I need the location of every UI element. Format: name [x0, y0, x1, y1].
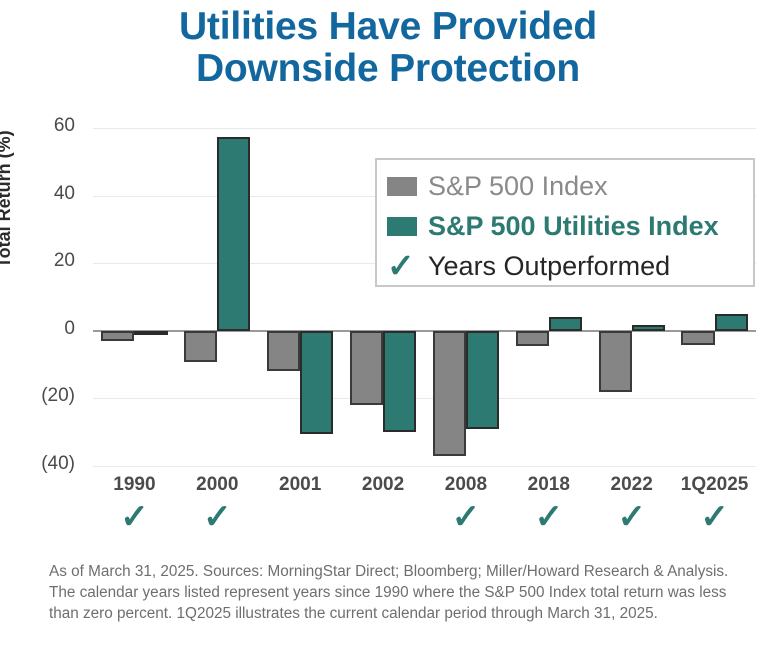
y-axis-tick-label: (40) — [41, 453, 75, 474]
teal-square-swatch-icon — [387, 216, 417, 236]
check-icon-2008: ✓ — [451, 498, 481, 536]
y-axis-tick-label: 40 — [53, 182, 75, 204]
bar-2000-sp500 — [184, 330, 218, 362]
y-axis-tick-label: 60 — [53, 115, 75, 136]
bar-2008-utilities — [465, 330, 500, 429]
check-icon-1990: ✓ — [120, 498, 149, 536]
y-axis-title: Total Return (%) — [0, 130, 14, 268]
bar-2018-utilities — [548, 316, 582, 331]
legend-item-utilities[interactable]: S&P 500 Utilities Index — [387, 206, 743, 246]
x-axis-tick-label-1990: 1990 — [113, 474, 156, 495]
x-axis-tick-label-1Q2025: 1Q2025 — [680, 474, 749, 495]
page-title: Utilities Have Provided Downside Protect… — [0, 6, 776, 89]
x-axis-tick-label-2002: 2002 — [361, 474, 405, 495]
check-icon-1Q2025: ✓ — [700, 498, 729, 536]
gridline — [93, 398, 756, 400]
gridline — [93, 466, 756, 467]
footnote-text: As of March 31, 2025. Sources: MorningSt… — [49, 563, 729, 622]
bar-1990-utilities — [134, 330, 168, 335]
x-axis-tick-label-2008: 2008 — [444, 474, 488, 495]
legend-label-years-outperformed: Years Outperformed — [428, 250, 671, 281]
x-axis-tick-label-2018: 2018 — [527, 474, 570, 495]
bar-2008-sp500 — [432, 330, 466, 456]
legend-label-utilities: S&P 500 Utilities Index — [428, 210, 719, 241]
bar-2022-utilities — [631, 325, 665, 331]
bar-1Q2025-sp500 — [681, 330, 715, 346]
bar-2018-sp500 — [515, 330, 549, 346]
x-axis-tick-label-2001: 2001 — [279, 474, 322, 495]
chart-legend: S&P 500 Index S&P 500 Utilities Index ✓ … — [375, 158, 755, 287]
page-title-line-1: Utilities Have Provided — [178, 5, 598, 48]
page-title-line-2: Downside Protection — [195, 46, 581, 90]
bar-2001-utilities — [300, 330, 334, 434]
check-icon-2022: ✓ — [617, 498, 646, 536]
bar-2001-sp500 — [267, 330, 301, 372]
bar-2000-utilities — [217, 137, 251, 331]
bar-2002-utilities — [383, 330, 417, 433]
bar-1Q2025-utilities — [714, 314, 748, 331]
legend-item-years-outperformed[interactable]: ✓ Years Outperformed — [387, 246, 743, 286]
y-axis-tick-label: (20) — [41, 385, 75, 407]
gridline — [93, 128, 756, 129]
legend-label-sp500: S&P 500 Index — [428, 170, 608, 201]
y-axis-tick-label: 20 — [53, 250, 75, 272]
check-icon-2018: ✓ — [534, 498, 564, 536]
gray-square-swatch-icon — [387, 176, 417, 196]
bar-2022-sp500 — [598, 330, 632, 392]
legend-item-sp500[interactable]: S&P 500 Index — [387, 166, 743, 206]
x-axis-tick-label-2000: 2000 — [196, 474, 239, 495]
bar-1990-sp500 — [101, 330, 135, 342]
check-icon: ✓ — [387, 246, 415, 284]
x-axis-tick-label-2022: 2022 — [610, 474, 653, 495]
check-icon-2000: ✓ — [203, 498, 232, 536]
zero-line — [93, 329, 756, 332]
bar-2002-sp500 — [349, 330, 384, 406]
plot-area — [93, 128, 756, 467]
y-axis-tick-label: 0 — [64, 317, 75, 339]
